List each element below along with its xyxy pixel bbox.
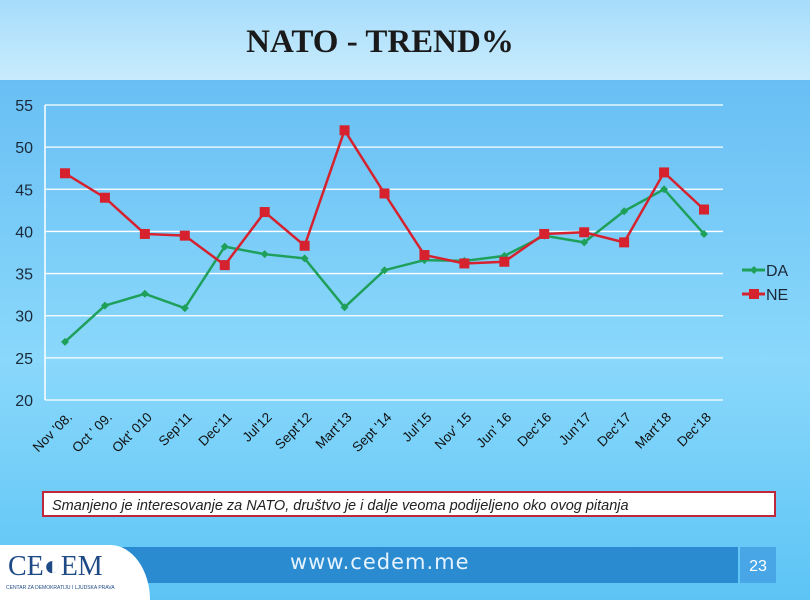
marker-DA (260, 250, 269, 259)
marker-NE (99, 192, 110, 203)
marker-DA (100, 301, 109, 310)
marker-DA (140, 289, 149, 298)
x-tick-label: Dec'11 (196, 410, 235, 449)
legend-label: DA (766, 263, 789, 280)
marker-NE (419, 250, 430, 261)
y-tick-label: 55 (15, 98, 33, 115)
legend-marker-DA (750, 266, 758, 274)
marker-NE (219, 260, 230, 271)
x-tick-label: Mart'13 (313, 410, 355, 452)
marker-NE (619, 237, 630, 248)
legend-label: NE (766, 287, 788, 304)
marker-DA (660, 185, 669, 194)
y-tick-label: 35 (15, 267, 33, 284)
x-tick-label: Sept'12 (272, 410, 315, 453)
marker-NE (499, 256, 510, 267)
x-tick-label: Dec'18 (674, 410, 714, 450)
marker-NE (60, 168, 70, 179)
marker-NE (299, 240, 310, 251)
marker-NE (259, 207, 270, 218)
marker-NE (379, 188, 390, 199)
x-tick-label: Jun' 16 (473, 410, 514, 451)
marker-DA (220, 242, 229, 251)
chart-title: NATO - TREND% (246, 24, 514, 60)
y-tick-label: 40 (15, 224, 33, 241)
marker-NE (139, 228, 150, 239)
y-tick-label: 30 (15, 309, 33, 326)
marker-NE (179, 230, 190, 241)
marker-DA (420, 256, 429, 265)
legend-marker-NE (749, 289, 759, 299)
marker-NE (699, 204, 709, 215)
marker-DA (620, 207, 629, 216)
line-chart: 20 25 30 35 40 45 50 55 Nov '08.Oct ' 09.Okt' 01… (15, 98, 789, 456)
x-tick-label: Okt' 010 (109, 410, 155, 456)
x-tick-label: Oct ' 09. (69, 410, 115, 456)
series-line-DA (64, 187, 705, 343)
marker-NE (579, 227, 590, 238)
y-tick-label: 20 (15, 393, 33, 410)
x-tick-label: Sept '14 (349, 409, 395, 455)
marker-NE (339, 125, 350, 136)
marker-DA (700, 229, 708, 238)
marker-DA (180, 304, 189, 313)
marker-NE (659, 167, 670, 178)
x-tick-label: Sep'11 (156, 410, 195, 449)
note-box: Smanjeno je interesovanje za NATO, društ… (42, 491, 776, 517)
marker-DA (340, 303, 349, 312)
cedem-logo: CE◐EM CENTAR ZA DEMOKRATIJU I LJUDSKA PRA… (0, 545, 150, 600)
marker-DA (580, 238, 589, 247)
x-tick-label: Jul'15 (399, 410, 434, 445)
x-tick-label: Dec'17 (594, 410, 634, 450)
y-tick-label: 45 (15, 182, 33, 199)
marker-DA (380, 266, 389, 275)
footer-band (120, 547, 738, 583)
marker-NE (459, 258, 470, 269)
footer-url[interactable]: www.cedem.me (290, 550, 470, 574)
x-tick-label: Mart'18 (632, 410, 674, 452)
marker-NE (539, 228, 550, 239)
y-tick-label: 25 (15, 351, 33, 368)
page-number: 23 (740, 547, 776, 583)
x-tick-label: Jun'17 (556, 410, 594, 448)
y-tick-label: 50 (15, 140, 33, 157)
x-tick-label: Nov '08. (30, 410, 75, 455)
x-tick-label: Nov' 15 (432, 410, 475, 453)
x-tick-label: Dec'16 (514, 410, 554, 450)
x-tick-label: Jul'12 (240, 410, 275, 445)
header-band (0, 0, 810, 80)
marker-DA (300, 254, 309, 263)
marker-DA (61, 337, 69, 346)
